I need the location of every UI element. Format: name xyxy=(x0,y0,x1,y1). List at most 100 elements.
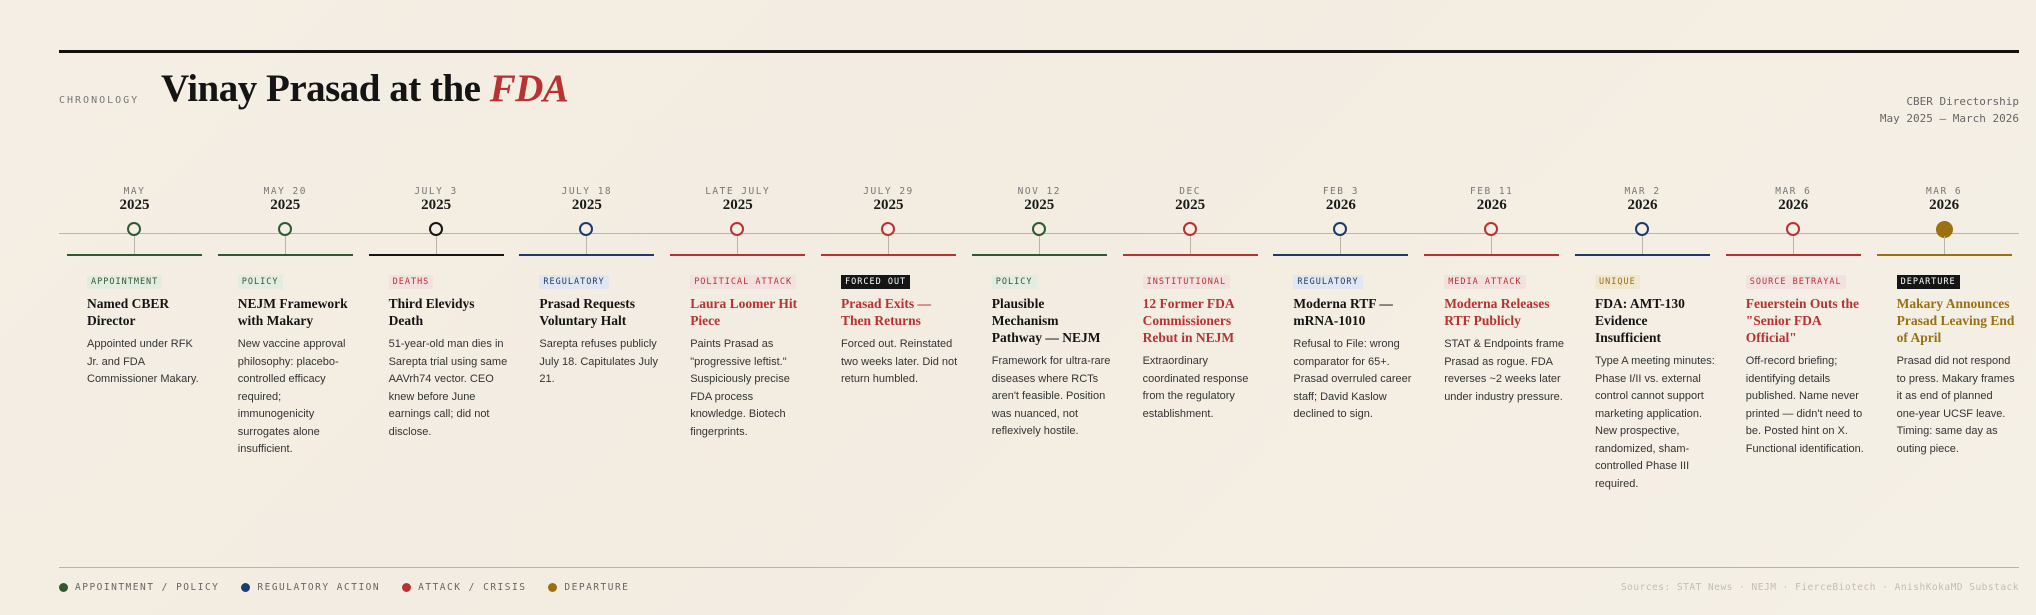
event-stem xyxy=(1491,236,1493,254)
event-date-month: LATE JULY xyxy=(705,186,771,197)
event-card: POLITICAL ATTACK Laura Loomer Hit Piece Pa… xyxy=(690,271,810,441)
event-date-month: MAR 2 xyxy=(1624,186,1661,197)
event-tag: POLICY xyxy=(991,275,1037,289)
event-marker xyxy=(428,222,443,236)
legend-label: APPOINTMENT / POLICY xyxy=(75,582,220,593)
event-stem xyxy=(1038,236,1040,254)
meta-line-1: CBER Directorship xyxy=(1906,95,2019,108)
event-tag: INSTITUTIONAL xyxy=(1142,275,1231,289)
event-body: Forced out. Reinstated two weeks later. … xyxy=(841,338,958,385)
event-rule xyxy=(1725,254,1861,256)
event-date-year: 2025 xyxy=(1175,197,1206,213)
event-date-year: 2025 xyxy=(722,197,753,213)
event-card: REGULATORY Moderna RTF — mRNA-1010 Refusal… xyxy=(1293,271,1413,424)
legend-label: ATTACK / CRISIS xyxy=(418,582,527,593)
event-body: Type A meeting minutes: Phase I/II vs. e… xyxy=(1595,355,1715,490)
legend-item: APPOINTMENT / POLICY xyxy=(59,582,219,593)
page-title: Vinay Prasad at the FDA xyxy=(161,66,569,111)
event-stem xyxy=(435,236,437,254)
event-title: FDA: AMT-130 Evidence Insufficient xyxy=(1595,296,1685,345)
event-rule xyxy=(971,254,1107,256)
event-date-month: FEB 11 xyxy=(1470,186,1514,197)
event-title: Third Elevidys Death xyxy=(388,296,475,328)
event-date-month: JULY 29 xyxy=(863,186,914,197)
event-body: Appointed under RFK Jr. and FDA Commissi… xyxy=(87,338,199,385)
event-tag: DEPARTURE xyxy=(1896,275,1960,289)
event-body: New vaccine approval philosophy: placebo… xyxy=(237,338,346,455)
event-tag: UNIQUE xyxy=(1595,275,1640,289)
event-marker xyxy=(1333,222,1348,236)
event-date-year: 2026 xyxy=(1778,197,1809,213)
event-tag: APPOINTMENT xyxy=(87,275,163,289)
event-date-month: MAY xyxy=(123,186,146,197)
event-date-year: 2026 xyxy=(1929,197,1960,213)
event-title: Plausible Mechanism Pathway — NEJM xyxy=(991,296,1101,345)
event-date-month: MAR 6 xyxy=(1926,186,1963,197)
event-title: Moderna Releases RTF Publicly xyxy=(1444,296,1550,328)
event-stem xyxy=(1642,236,1643,254)
event-body: Refusal to File: wrong comparator for 65… xyxy=(1293,338,1412,420)
event-title: Named CBER Director xyxy=(87,296,170,328)
event-marker xyxy=(1635,222,1649,236)
event-rule xyxy=(368,254,504,256)
event-date-month: NOV 12 xyxy=(1017,186,1061,197)
event-tag: REGULATORY xyxy=(539,275,609,289)
header-meta: CBER Directorship May 2025 – March 2026 xyxy=(1880,93,2019,127)
event-marker xyxy=(127,222,141,236)
event-card: APPOINTMENT Named CBER Director Appointed … xyxy=(87,271,207,389)
event-marker xyxy=(881,222,895,236)
legend-item: REGULATORY ACTION xyxy=(241,582,380,593)
event-body: 51-year-old man dies in Sarepta trial us… xyxy=(388,338,508,438)
event-date-year: 2025 xyxy=(873,197,904,213)
event-body: Prasad did not respond to press. Makary … xyxy=(1896,355,2015,455)
event-stem xyxy=(1189,236,1191,254)
event-body: Off-record briefing; identifying details… xyxy=(1745,355,1864,455)
event-card: FORCED OUT Prasad Exits — Then Returns For… xyxy=(841,271,961,389)
event-marker xyxy=(1785,222,1800,236)
event-rule xyxy=(1424,254,1560,256)
eyebrow-label: CHRONOLOGY xyxy=(59,95,140,106)
event-title: Moderna RTF — mRNA-1010 xyxy=(1293,296,1393,328)
event-card: POLICY Plausible Mechanism Pathway — NEJM… xyxy=(991,271,1112,441)
event-stem xyxy=(134,236,135,254)
event-rule xyxy=(519,254,655,256)
event-date-month: JULY 3 xyxy=(414,186,458,197)
event-stem xyxy=(888,236,889,254)
event-title: Makary Announces Prasad Leaving End of A… xyxy=(1896,296,2015,345)
event-tag: POLICY xyxy=(237,275,283,289)
legend-label: DEPARTURE xyxy=(564,582,630,593)
event-date-year: 2025 xyxy=(421,197,452,213)
event-tag: DEATHS xyxy=(388,275,434,289)
meta-line-2: May 2025 – March 2026 xyxy=(1879,112,2019,125)
event-body: Framework for ultra-rare diseases where … xyxy=(991,355,1111,437)
event-date-year: 2026 xyxy=(1627,197,1658,213)
event-card: SOURCE BETRAYAL Feuerstein Outs the "Seni… xyxy=(1745,271,1866,458)
legend-item: ATTACK / CRISIS xyxy=(402,582,526,593)
event-date-year: 2025 xyxy=(1024,197,1055,213)
event-rule xyxy=(67,254,202,256)
event-card: UNIQUE FDA: AMT-130 Evidence Insufficient… xyxy=(1595,271,1715,493)
event-date-month: DEC xyxy=(1179,186,1201,197)
legend-dot-icon xyxy=(241,583,251,592)
event-card: INSTITUTIONAL 12 Former FDA Commissioners… xyxy=(1142,271,1263,423)
event-tag: SOURCE BETRAYAL xyxy=(1745,275,1846,289)
legend-item: DEPARTURE xyxy=(548,582,629,593)
event-date-year: 2025 xyxy=(119,197,150,213)
legend-dot-icon xyxy=(402,583,412,592)
event-title: Feuerstein Outs the "Senior FDA Official… xyxy=(1745,296,1860,345)
event-marker xyxy=(277,222,292,236)
event-card: REGULATORY Prasad Requests Voluntary Halt… xyxy=(539,271,659,389)
event-marker xyxy=(730,222,745,236)
legend-dot-icon xyxy=(59,583,68,592)
event-body: Extraordinary coordinated response from … xyxy=(1142,355,1249,420)
event-body: Sarepta refuses publicly July 18. Capitu… xyxy=(539,338,659,385)
event-date-year: 2025 xyxy=(571,197,602,213)
event-stem xyxy=(737,236,739,254)
event-rule xyxy=(1273,254,1409,256)
sources-note: Sources: STAT News · NEJM · FierceBiotec… xyxy=(1620,582,2019,593)
bottom-rule xyxy=(59,567,2019,568)
event-rule xyxy=(1876,254,2012,256)
event-date-year: 2026 xyxy=(1476,197,1507,213)
event-date-month: FEB 3 xyxy=(1322,186,1359,197)
event-rule xyxy=(1575,254,1710,256)
